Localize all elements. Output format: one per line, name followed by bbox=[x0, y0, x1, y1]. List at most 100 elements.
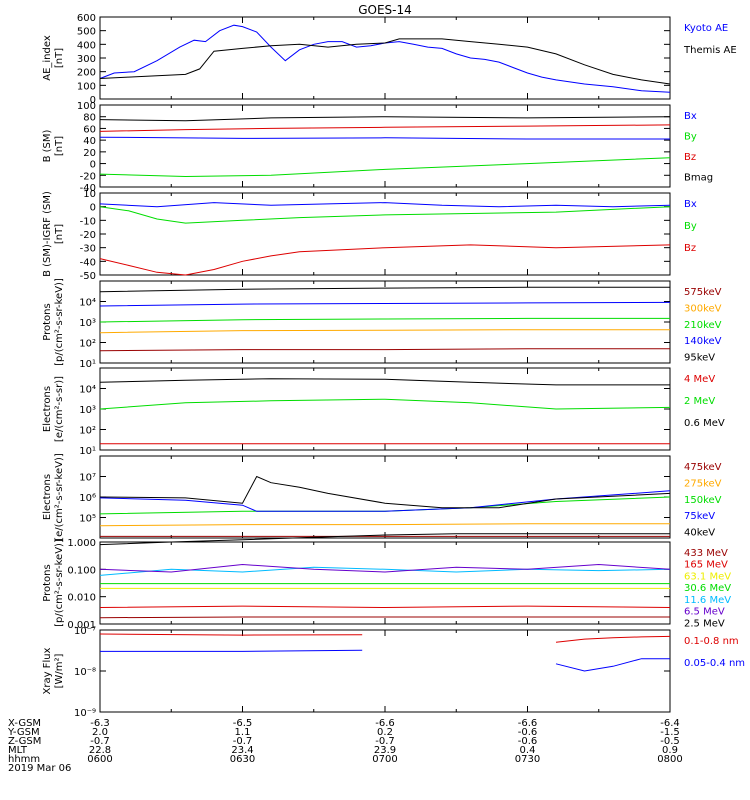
series-line-2-5-mev bbox=[99, 533, 670, 546]
y-tick-label: 500 bbox=[77, 27, 96, 38]
series-line-11-6-mev bbox=[99, 566, 671, 576]
axis-row-label: MLT bbox=[8, 745, 28, 756]
legend-entry: 4 MeV bbox=[684, 374, 715, 385]
axis-row-value: 0630 bbox=[230, 754, 255, 765]
y-tick-label: 10⁷ bbox=[79, 473, 96, 484]
y-tick-label: 10¹ bbox=[79, 359, 96, 370]
legend-entry: Themis AE bbox=[683, 45, 737, 56]
y-axis-label: [nT] bbox=[54, 136, 65, 156]
y-tick-label: 10⁻⁸ bbox=[74, 667, 96, 678]
legend-entry: 2.5 MeV bbox=[684, 618, 725, 629]
y-tick-label: 40 bbox=[83, 136, 96, 147]
axis-row-label: hhmm bbox=[8, 754, 40, 765]
series-line-bz bbox=[99, 124, 671, 132]
panel-electrons_kev: 10⁵ 10⁶ 10⁷ Electrons [e/(cm²-s-sr-keV)] 475k… bbox=[42, 453, 722, 541]
y-axis-label: [nT] bbox=[54, 224, 65, 244]
series-line-by bbox=[99, 157, 671, 178]
axis-row-value: 23.9 bbox=[374, 745, 396, 756]
y-tick-label: -40 bbox=[80, 183, 96, 194]
y-tick-label: 10⁻⁹ bbox=[74, 708, 96, 719]
series-line-300kev bbox=[99, 329, 670, 334]
y-axis-label: [p/(cm²-s-sr-keV)] bbox=[54, 539, 65, 627]
axis-row-label: Y-GSM bbox=[7, 727, 40, 738]
legend-entry: 0.6 MeV bbox=[684, 418, 725, 429]
series-line-bmag bbox=[99, 116, 671, 122]
legend-entry: 210keV bbox=[684, 320, 722, 331]
y-tick-label: 10³ bbox=[79, 405, 96, 416]
legend-entry: 300keV bbox=[684, 303, 722, 314]
axis-row-value: -6.6 bbox=[518, 718, 538, 729]
legend-entry: 11.6 MeV bbox=[684, 595, 731, 606]
y-tick-label: 200 bbox=[77, 68, 96, 79]
legend-entry: 0.05-0.4 nm bbox=[684, 658, 745, 669]
series-line-bx bbox=[99, 136, 670, 140]
legend-entry: Bz bbox=[684, 152, 696, 163]
axis-row-value: 0700 bbox=[372, 754, 397, 765]
y-axis-label: [W/m²] bbox=[54, 653, 65, 688]
axis-row-value: 0730 bbox=[515, 754, 540, 765]
y-tick-label: -20 bbox=[80, 230, 96, 241]
axis-row-value: -0.7 bbox=[233, 736, 253, 747]
y-tick-label: 300 bbox=[77, 54, 96, 65]
series-line-by bbox=[99, 206, 671, 224]
legend-entry: Kyoto AE bbox=[684, 23, 728, 34]
legend-entry: 140keV bbox=[684, 336, 722, 347]
y-tick-label: 0 bbox=[90, 160, 96, 171]
y-tick-label: -10 bbox=[80, 216, 96, 227]
panel-frame bbox=[99, 16, 671, 100]
y-tick-label: 80 bbox=[83, 113, 96, 124]
y-tick-label: 400 bbox=[77, 40, 96, 51]
y-axis-label: Protons bbox=[42, 303, 53, 340]
series-line-433-mev bbox=[99, 616, 670, 619]
y-axis-label: Electrons bbox=[42, 474, 53, 520]
y-tick-label: -50 bbox=[80, 271, 96, 282]
series-line-275kev bbox=[99, 523, 670, 527]
y-tick-label: 10⁵ bbox=[79, 514, 96, 525]
y-tick-label: -20 bbox=[80, 171, 96, 182]
series-line-75kev bbox=[99, 490, 671, 512]
axis-row-value: 0600 bbox=[87, 754, 112, 765]
legend-entry: Bz bbox=[684, 243, 696, 254]
panel-protons_mev: 0.001 0.010 0.100 1.000 Protons [p/(cm²-s-sr-… bbox=[42, 533, 731, 631]
series-line-0-05-0-4-nm bbox=[100, 649, 363, 652]
series-line-bx bbox=[99, 202, 671, 208]
panel-protons_low: 10¹ 10² 10³ 10⁴ Protons [p/(cm²-s-sr-keV)] 575… bbox=[42, 278, 722, 370]
axis-row-value: 0800 bbox=[657, 754, 682, 765]
y-tick-label: 10² bbox=[79, 339, 96, 350]
y-tick-label: 0.001 bbox=[67, 620, 96, 631]
axis-row-value: 2.0 bbox=[92, 727, 108, 738]
legend-entry: 2 MeV bbox=[684, 396, 715, 407]
legend-entry: Bx bbox=[684, 199, 697, 210]
axis-row-label: X-GSM bbox=[8, 718, 41, 729]
panel-frame bbox=[99, 280, 671, 364]
panel-electrons_mev: 10¹ 10² 10³ 10⁴ Electrons [e/(cm²-s-sr)] 4 MeV… bbox=[42, 367, 725, 457]
y-axis-label: [nT] bbox=[54, 48, 65, 68]
legend-entry: 6.5 MeV bbox=[684, 607, 725, 618]
y-tick-label: 10⁴ bbox=[79, 298, 96, 309]
series-line-0-05-0-4-nm bbox=[555, 658, 670, 672]
y-tick-label: 10⁴ bbox=[79, 385, 96, 396]
axis-row-value: 23.4 bbox=[231, 745, 253, 756]
axis-row-value: 1.1 bbox=[235, 727, 251, 738]
legend-entry: 150keV bbox=[684, 495, 722, 506]
axis-date: 2019 Mar 06 bbox=[8, 763, 71, 774]
axis-row-label: Z-GSM bbox=[8, 736, 41, 747]
legend-entry: 95keV bbox=[684, 353, 715, 364]
axis-row-value: -0.7 bbox=[90, 736, 110, 747]
series-line-210kev bbox=[99, 317, 670, 323]
y-tick-label: -40 bbox=[80, 257, 96, 268]
y-tick-label: 20 bbox=[83, 148, 96, 159]
y-tick-label: 10³ bbox=[79, 318, 96, 329]
y-axis-label: Electrons bbox=[42, 386, 53, 432]
series-line-kyoto-ae bbox=[99, 24, 671, 93]
legend-entry: 433 MeV bbox=[684, 548, 728, 559]
y-tick-label: 10⁶ bbox=[79, 493, 96, 504]
axis-row-value: -0.6 bbox=[518, 727, 538, 738]
series-line-140kev bbox=[99, 301, 671, 307]
y-tick-label: 100 bbox=[77, 81, 96, 92]
y-axis-label: [p/(cm²-s-sr-keV)] bbox=[54, 278, 65, 366]
legend-entry: 275keV bbox=[684, 478, 722, 489]
series-line-40kev bbox=[99, 475, 671, 509]
